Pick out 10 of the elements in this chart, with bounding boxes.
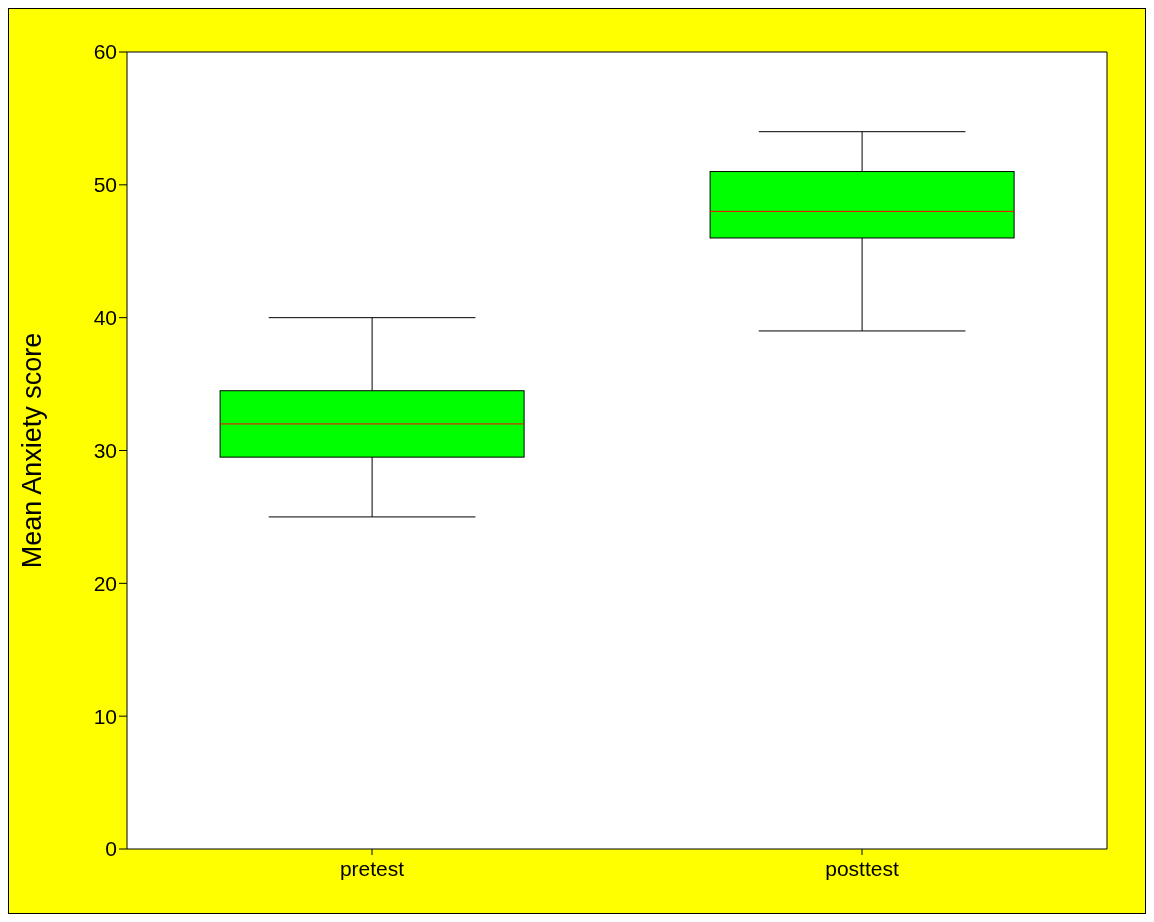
y-tick-label: 10 (93, 704, 117, 728)
y-axis-title: Mean Anxiety score (16, 332, 47, 569)
x-tick-label: posttest (825, 856, 899, 880)
y-tick-label: 60 (93, 40, 117, 64)
y-tick-label: 50 (93, 173, 117, 197)
y-tick-label: 20 (93, 571, 117, 595)
y-tick-label: 40 (93, 306, 117, 330)
x-tick-label: pretest (339, 856, 405, 880)
y-tick-label: 0 (105, 837, 117, 861)
y-tick-label: 30 (93, 438, 117, 462)
